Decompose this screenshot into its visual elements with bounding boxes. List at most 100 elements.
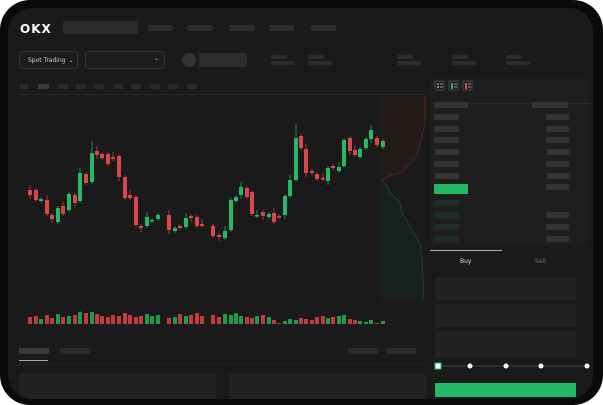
candle-body — [106, 154, 110, 164]
timeframe-button[interactable] — [57, 84, 68, 89]
candle — [250, 190, 254, 216]
timeframe-button[interactable] — [76, 84, 86, 89]
tab-sell[interactable]: Sell — [535, 258, 546, 265]
filter-button[interactable] — [348, 348, 378, 354]
nav-item[interactable] — [187, 25, 213, 31]
volume-bar — [167, 318, 171, 324]
orderbook-header — [532, 102, 568, 108]
amount-slider[interactable] — [433, 360, 593, 372]
stat-label — [397, 55, 413, 59]
orderbook-header — [434, 102, 468, 108]
volume-bar — [272, 320, 276, 324]
price-input[interactable] — [435, 278, 576, 300]
volume-bar — [234, 313, 238, 324]
candle — [134, 195, 138, 227]
candle — [239, 182, 243, 199]
candle-body — [173, 228, 177, 231]
candle — [117, 154, 121, 181]
pair-select[interactable]: ⌄ — [85, 51, 165, 69]
tab-history[interactable] — [60, 348, 90, 354]
candle-body — [272, 213, 276, 222]
candle-body — [217, 235, 221, 237]
volume-bar — [195, 313, 199, 324]
orderbook-asks-icon[interactable] — [462, 80, 473, 91]
timeframe-button[interactable] — [20, 84, 28, 89]
orderbook-bids-icon[interactable] — [448, 80, 459, 91]
candlestick-chart[interactable] — [8, 8, 428, 338]
candle — [189, 214, 193, 222]
candle — [375, 136, 379, 147]
market-select[interactable]: Spot Trading ⌄ — [19, 51, 78, 69]
amount-input[interactable] — [435, 304, 576, 327]
stat-value — [397, 61, 421, 65]
total-input[interactable] — [435, 331, 576, 358]
nav-item[interactable] — [148, 25, 173, 31]
candle-body — [78, 173, 82, 201]
candle-body — [375, 138, 379, 145]
nav-item[interactable] — [311, 25, 336, 31]
ask-size — [546, 137, 569, 144]
bottom-panel-left — [19, 374, 216, 399]
timeframe-button[interactable] — [168, 84, 178, 89]
candle-body — [250, 192, 254, 214]
volume-bar — [321, 316, 325, 324]
search-bar[interactable] — [63, 21, 138, 34]
candle-body — [73, 195, 77, 203]
timeframe-button[interactable] — [131, 84, 141, 89]
volume-bar — [294, 320, 298, 324]
tab-open-orders[interactable] — [19, 348, 49, 354]
volume-bar — [67, 316, 71, 324]
buy-button[interactable] — [435, 383, 576, 397]
market-select-label: Spot Trading — [28, 56, 66, 64]
stat-value — [506, 61, 530, 65]
candle-body — [195, 217, 199, 226]
orderbook-view-icons — [434, 80, 473, 91]
volume-bar — [211, 315, 215, 324]
candle — [78, 168, 82, 203]
volume-bar — [189, 315, 193, 324]
candle — [321, 173, 325, 181]
nav-item[interactable] — [229, 25, 255, 31]
timeframe-button[interactable] — [38, 84, 49, 89]
slider-stop — [584, 363, 590, 369]
timeframe-button[interactable] — [150, 84, 160, 89]
volume-bar — [267, 317, 271, 324]
tab-buy[interactable]: Buy — [460, 258, 472, 265]
timeframe-button[interactable] — [113, 84, 123, 89]
candle-body — [223, 231, 227, 238]
candle-body — [134, 197, 138, 225]
candle-body — [200, 224, 204, 226]
nav-item[interactable] — [269, 25, 294, 31]
candle-body — [364, 139, 368, 148]
bid-size — [546, 224, 569, 230]
depth-bids — [380, 180, 424, 300]
filter-button[interactable] — [386, 348, 416, 354]
candle — [34, 188, 38, 202]
volume-bar — [250, 318, 254, 324]
candle — [90, 141, 94, 184]
candle — [217, 233, 221, 241]
volume-bar — [73, 315, 77, 324]
candle — [195, 215, 199, 228]
candle-body — [156, 215, 160, 219]
orderbook-both-icon[interactable] — [434, 80, 445, 91]
volume-bar — [150, 316, 154, 324]
candle-body — [150, 220, 154, 222]
candle-body — [67, 194, 71, 210]
ask-price — [434, 125, 459, 132]
candle — [245, 186, 249, 199]
candle — [50, 213, 54, 223]
candle — [73, 193, 77, 207]
candle-body — [50, 215, 54, 219]
timeframe-button[interactable] — [94, 84, 104, 89]
timeframe-button[interactable] — [187, 84, 197, 89]
candle — [106, 152, 110, 166]
candle — [173, 226, 177, 233]
ask-size — [546, 184, 569, 190]
volume-bar — [245, 317, 249, 324]
candle-body — [267, 214, 271, 217]
candle-body — [261, 212, 265, 216]
candle-body — [299, 136, 303, 148]
candle — [261, 210, 265, 220]
candle — [111, 152, 115, 161]
